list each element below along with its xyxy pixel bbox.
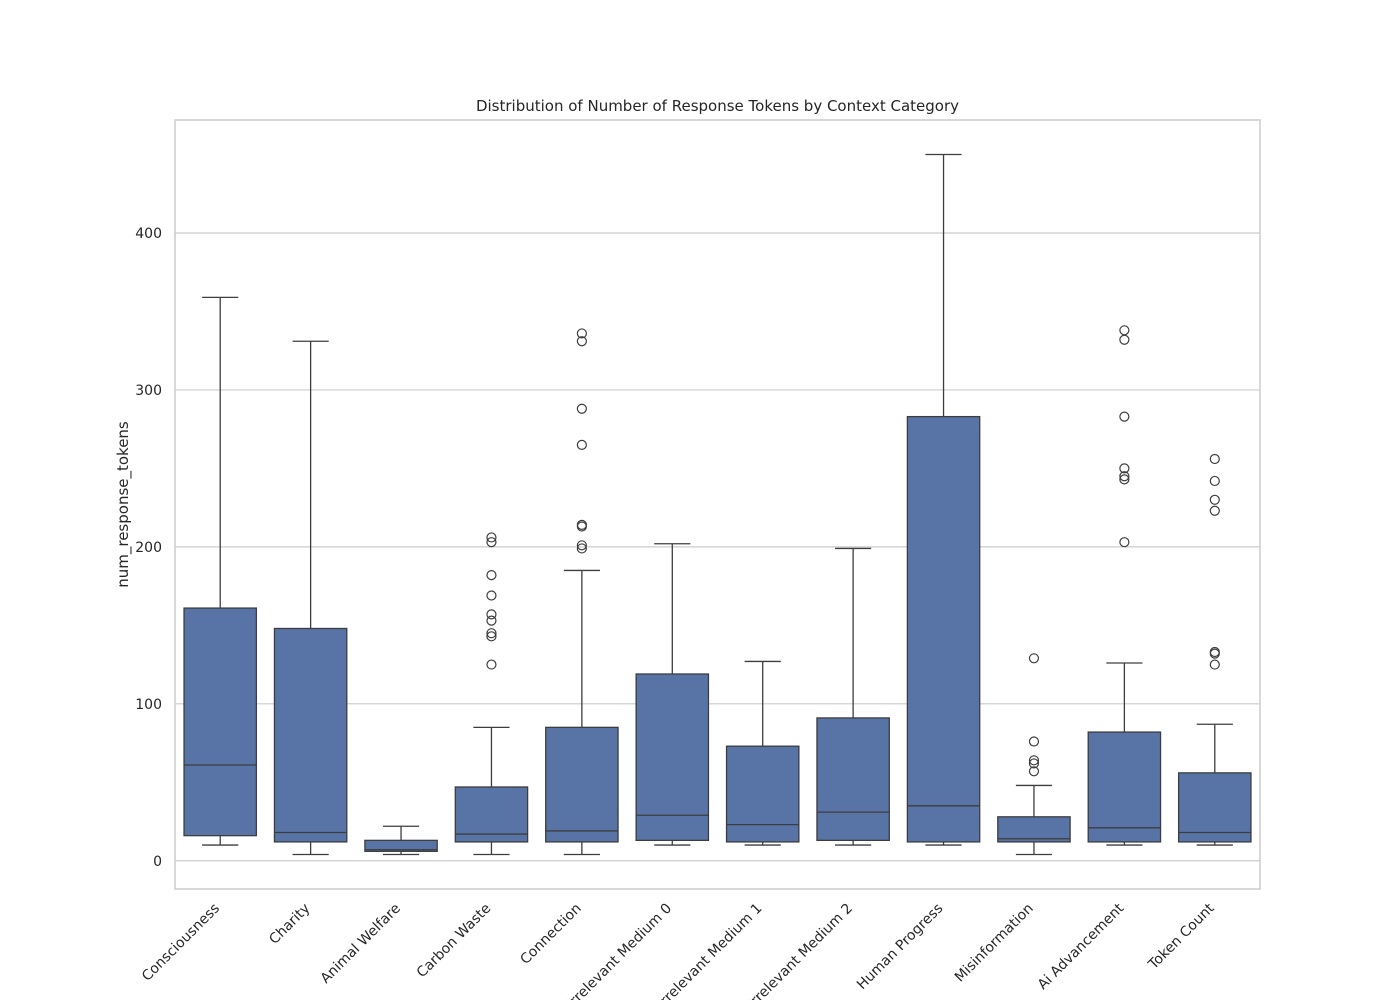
outlier-point — [1209, 475, 1220, 487]
box-plot-series — [183, 153, 1252, 856]
x-tick-label: Connection — [517, 901, 584, 968]
box-group-irrelevant-medium-0 — [635, 543, 710, 846]
box-iqr — [364, 839, 438, 852]
outlier-point — [576, 540, 587, 551]
x-tick-label: Consciousness — [139, 901, 223, 985]
x-axis-ticks: Consciousness Charity Animal Welfare Carbon… — [139, 900, 1218, 1000]
outlier-point — [576, 439, 587, 450]
box-group-carbon-waste — [454, 532, 529, 856]
box-group-charity — [273, 340, 348, 856]
y-tick-label: 100 — [135, 697, 162, 713]
outlier-point — [486, 532, 497, 543]
x-tick-label: Misinformation — [952, 901, 1037, 986]
x-tick-label: Ai Advancement — [1035, 900, 1128, 993]
outlier-point — [576, 328, 587, 339]
outlier-point — [1119, 471, 1130, 482]
outlier-point — [1209, 648, 1220, 659]
outlier-point — [486, 628, 497, 639]
x-tick-label: Token Count — [1145, 900, 1218, 973]
box-iqr — [816, 717, 890, 841]
box-iqr — [906, 415, 981, 843]
box-group-misinformation — [997, 653, 1071, 856]
chart-title: Distribution of Number of Response Token… — [476, 97, 959, 115]
box-group-token-count — [1177, 453, 1252, 846]
x-tick-label: Carbon Waste — [414, 901, 494, 981]
outlier-point — [1209, 505, 1220, 516]
outlier-point — [576, 521, 587, 532]
outlier-point — [486, 609, 497, 620]
outlier-point — [1119, 463, 1130, 474]
outlier-point — [576, 543, 587, 554]
y-tick-label: 0 — [153, 854, 162, 870]
y-tick-label: 300 — [135, 383, 162, 399]
box-group-human-progress — [906, 153, 981, 846]
x-tick-label: Charity — [266, 901, 313, 948]
outlier-point — [486, 615, 497, 626]
outlier-point — [1119, 474, 1130, 485]
box-group-animal-welfare — [364, 825, 438, 856]
box-group-ai-advancement — [1087, 325, 1162, 846]
plot-frame — [174, 119, 1261, 890]
outlier-point — [1119, 411, 1130, 422]
outlier-point — [1028, 736, 1040, 747]
box-iqr — [454, 786, 529, 843]
outlier-point — [1028, 766, 1040, 777]
outlier-point — [486, 590, 497, 601]
outlier-point — [1119, 334, 1130, 345]
outlier-point — [1119, 325, 1130, 336]
outlier-point — [1209, 659, 1220, 670]
box-group-consciousness — [183, 296, 258, 846]
box-group-connection — [545, 328, 619, 856]
box-iqr — [273, 627, 348, 843]
box-group-irrelevant-medium-1 — [725, 660, 800, 846]
outlier-point — [1209, 494, 1220, 505]
y-tick-label: 200 — [135, 540, 162, 556]
outlier-point — [1209, 453, 1220, 465]
y-axis-ticks: 0 100 200 300 400 — [135, 226, 162, 870]
outlier-point — [1028, 758, 1040, 769]
outlier-point — [486, 537, 497, 548]
outlier-point — [576, 336, 587, 347]
x-tick-label: Animal Welfare — [318, 901, 404, 987]
outlier-point — [486, 631, 497, 642]
outlier-point — [1119, 537, 1130, 548]
x-tick-label: Human Progress — [854, 901, 946, 993]
box-iqr — [997, 816, 1071, 843]
y-tick-label: 400 — [135, 226, 162, 242]
box-iqr — [545, 726, 619, 843]
box-iqr — [1177, 772, 1252, 843]
box-iqr — [635, 673, 710, 841]
box-iqr — [183, 607, 258, 837]
outlier-point — [486, 570, 497, 581]
outlier-point — [1028, 755, 1040, 766]
outlier-point — [486, 659, 497, 670]
box-iqr — [1087, 731, 1162, 843]
box-group-irrelevant-medium-2 — [816, 547, 890, 846]
grid-lines — [175, 232, 1260, 862]
y-axis-label: num_response_tokens — [114, 421, 133, 588]
outlier-point — [1028, 653, 1040, 664]
box-iqr — [725, 745, 800, 843]
outlier-point — [576, 403, 587, 414]
